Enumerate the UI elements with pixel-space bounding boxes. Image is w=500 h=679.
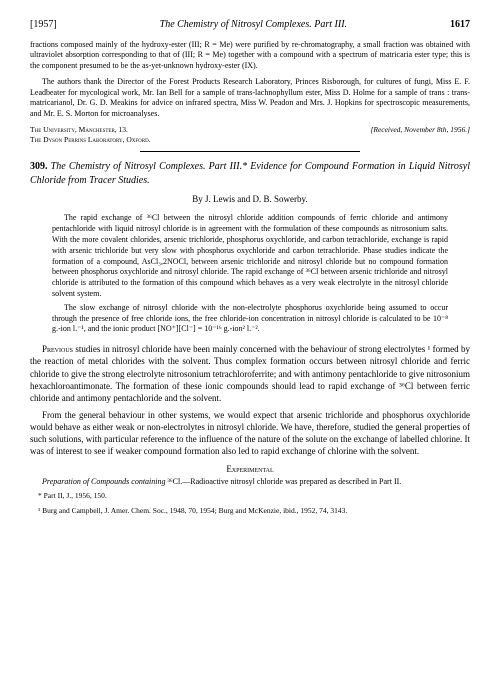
experimental-paragraph: Preparation of Compounds containing ³⁶Cl… bbox=[30, 477, 470, 488]
affiliation-line-2: The Dyson Perrins Laboratory, Oxford. bbox=[30, 135, 151, 145]
exp-isotope: ³⁶Cl. bbox=[167, 477, 182, 486]
carryover-paragraph-1: fractions composed mainly of the hydroxy… bbox=[30, 40, 470, 72]
abstract-paragraph-1: The rapid exchange of ³⁶Cl between the n… bbox=[52, 213, 448, 299]
footnote-2: ¹ Burg and Campbell, J. Amer. Chem. Soc.… bbox=[30, 506, 470, 516]
article-number: 309. bbox=[30, 161, 48, 172]
header-year: [1957] bbox=[30, 18, 57, 32]
body-paragraph-1: Previous studies in nitrosyl chloride ha… bbox=[30, 343, 470, 404]
abstract-paragraph-2: The slow exchange of nitrosyl chloride w… bbox=[52, 303, 448, 335]
exp-lead: Preparation of Compounds containing bbox=[42, 477, 167, 486]
footnote-1: * Part II, J., 1956, 150. bbox=[30, 491, 470, 501]
article-heading: 309. The Chemistry of Nitrosyl Complexes… bbox=[30, 160, 470, 187]
lead-word: Previous bbox=[42, 344, 73, 354]
experimental-heading: Experimental bbox=[30, 463, 470, 475]
body-p1-text: studies in nitrosyl chloride have been m… bbox=[30, 344, 470, 403]
exp-rest: —Radioactive nitrosyl chloride was prepa… bbox=[182, 477, 401, 486]
received-date: [Received, November 8th, 1956.] bbox=[370, 125, 470, 145]
affiliation-block: The University, Manchester, 13. The Dyso… bbox=[30, 125, 470, 145]
article-authors: By J. Lewis and D. B. Sowerby. bbox=[30, 193, 470, 205]
journal-page: [1957] The Chemistry of Nitrosyl Complex… bbox=[0, 0, 500, 526]
body-paragraph-2: From the general behaviour in other syst… bbox=[30, 409, 470, 458]
header-running-title: The Chemistry of Nitrosyl Complexes. Par… bbox=[160, 18, 347, 32]
section-divider bbox=[140, 151, 360, 152]
abstract-block: The rapid exchange of ³⁶Cl between the n… bbox=[52, 213, 448, 335]
acknowledgements: The authors thank the Director of the Fo… bbox=[30, 77, 470, 120]
header-page-number: 1617 bbox=[450, 18, 470, 32]
affiliation-line-1: The University, Manchester, 13. bbox=[30, 125, 151, 135]
running-header: [1957] The Chemistry of Nitrosyl Complex… bbox=[30, 18, 470, 32]
article-title: The Chemistry of Nitrosyl Complexes. Par… bbox=[30, 161, 470, 186]
